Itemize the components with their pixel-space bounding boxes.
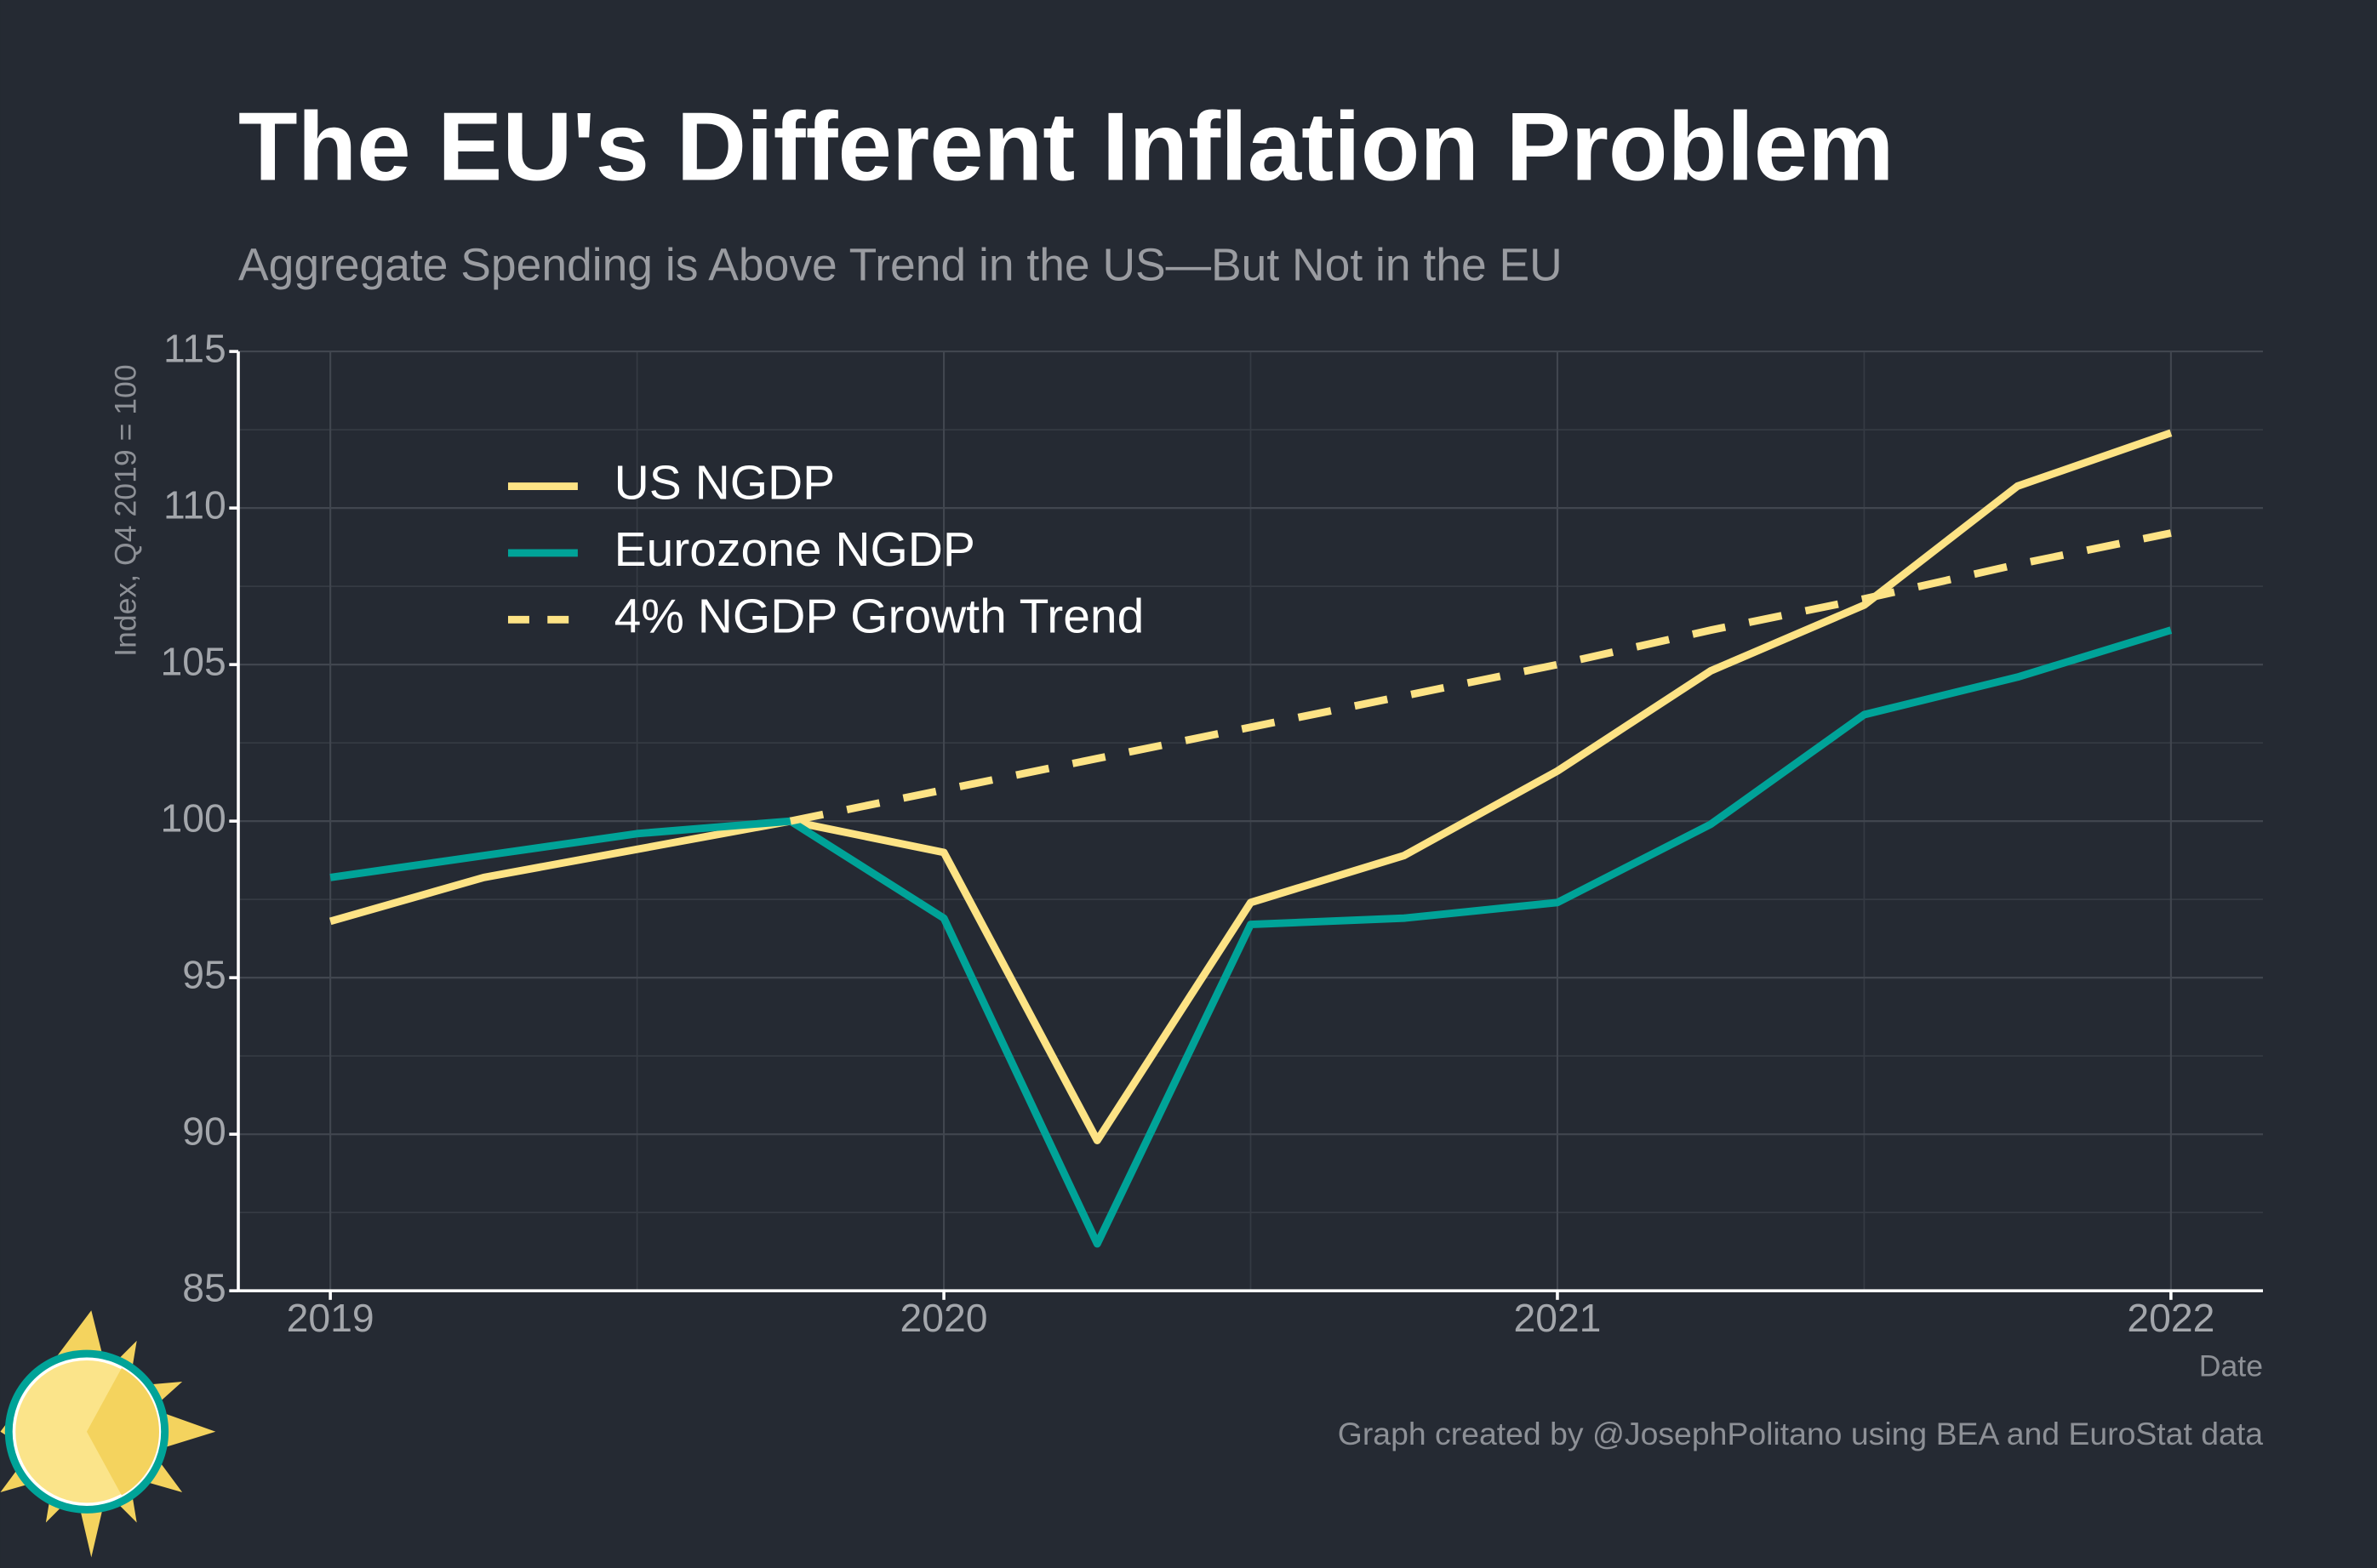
y-tick-label: 95 — [182, 952, 226, 996]
x-tick-label: 2019 — [287, 1296, 374, 1340]
y-tick-label: 115 — [163, 326, 226, 370]
legend-label: US NGDP — [614, 456, 836, 510]
y-tick-label: 100 — [161, 795, 226, 840]
x-tick-label: 2020 — [900, 1296, 988, 1340]
caption: Graph created by @JosephPolitano using B… — [1338, 1416, 2263, 1451]
series-line — [329, 429, 2173, 1144]
x-tick-label: 2021 — [1513, 1296, 1601, 1340]
legend-label: Eurozone NGDP — [614, 522, 975, 577]
series-line — [789, 529, 2172, 825]
legend-label: 4% NGDP Growth Trend — [614, 589, 1145, 643]
x-tick-label: 2022 — [2127, 1296, 2214, 1340]
y-tick-label: 105 — [161, 639, 226, 683]
logo — [0, 1310, 216, 1558]
x-axis-label: Date — [2199, 1348, 2263, 1383]
chart-subtitle: Aggregate Spending is Above Trend in the… — [238, 240, 1563, 290]
y-tick-label: 110 — [163, 482, 226, 527]
y-tick-label: 85 — [182, 1265, 226, 1309]
series-line — [329, 626, 2173, 1248]
y-axis-label: Index, Q4 2019 = 100 — [108, 364, 142, 657]
y-tick-label: 90 — [182, 1109, 226, 1153]
chart-title: The EU's Different Inflation Problem — [238, 94, 1894, 202]
grid — [238, 351, 2263, 1292]
